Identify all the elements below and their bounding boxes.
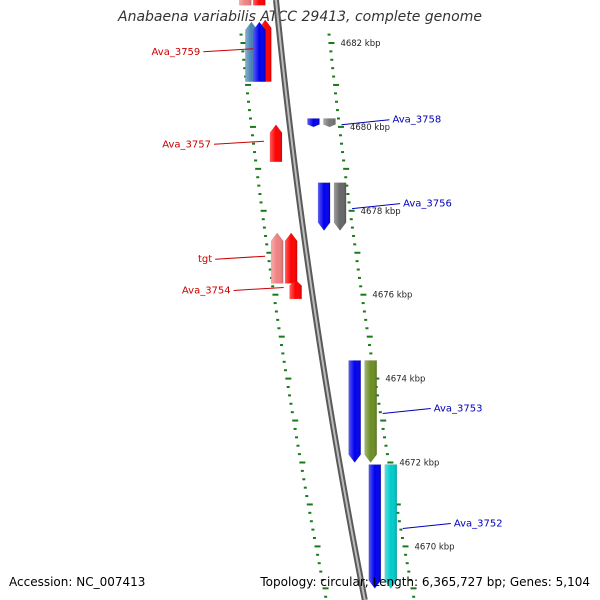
label-leader-line xyxy=(233,286,284,291)
gene-label-tgt[interactable]: tgt xyxy=(198,254,212,265)
gene-label-ava-3753[interactable]: Ava_3753 xyxy=(434,404,483,415)
backbone-highlight xyxy=(275,0,366,600)
gene-feature[interactable] xyxy=(384,464,398,589)
backbone-line xyxy=(273,0,368,600)
gene-ava-3752[interactable] xyxy=(368,464,382,589)
gene-feature[interactable] xyxy=(253,21,266,82)
label-leader-line xyxy=(215,255,266,260)
label-leader-line xyxy=(352,203,401,210)
gene-ava-3757[interactable] xyxy=(269,124,283,163)
gene-feature[interactable] xyxy=(252,0,266,6)
gene-label-ava-3758[interactable]: Ava_3758 xyxy=(392,115,441,126)
gene-feature[interactable] xyxy=(238,0,252,6)
gene-label-ava-3756[interactable]: Ava_3756 xyxy=(403,199,452,210)
gene-label-ava-3759[interactable]: Ava_3759 xyxy=(152,47,201,58)
kbp-label-4678: 4678 kbp xyxy=(361,207,401,217)
backbone xyxy=(273,0,368,600)
gene-ava-3758[interactable] xyxy=(307,118,320,128)
accession-text: Accession: NC_007413 xyxy=(9,575,146,589)
label-leader-line xyxy=(213,140,264,145)
label-leader-line xyxy=(382,408,431,415)
label-leader-line xyxy=(341,119,390,126)
label-leader-line xyxy=(402,522,451,529)
kbp-label-4680: 4680 kbp xyxy=(350,123,390,133)
gene-feature[interactable] xyxy=(284,232,298,284)
gene-ava-3756[interactable] xyxy=(317,182,331,232)
gene-feature[interactable] xyxy=(333,182,347,232)
kbp-label-4682: 4682 kbp xyxy=(340,39,380,49)
kbp-label-4672: 4672 kbp xyxy=(399,459,439,469)
kbp-label-4674: 4674 kbp xyxy=(385,375,425,385)
kbp-label-4670: 4670 kbp xyxy=(415,542,455,552)
gene-feature[interactable] xyxy=(364,360,378,463)
kbp-labels: 4682 kbp 4680 kbp 4678 kbp 4676 kbp 4674 kbp… xyxy=(340,39,454,552)
gene-label-ava-3752[interactable]: Ava_3752 xyxy=(454,518,503,529)
gene-tgt[interactable] xyxy=(270,232,284,284)
label-leader-line xyxy=(203,48,254,53)
genome-summary-text: Topology: circular; Length: 6,365,727 bp… xyxy=(260,575,590,589)
genome-title: Anabaena variabilis ATCC 29413, complete… xyxy=(118,9,482,25)
gene-feature[interactable] xyxy=(323,118,336,128)
gene-label-ava-3757[interactable]: Ava_3757 xyxy=(162,139,211,150)
gene-label-ava-3754[interactable]: Ava_3754 xyxy=(182,285,231,296)
gene-ava-3753[interactable] xyxy=(348,360,362,463)
kbp-label-4676: 4676 kbp xyxy=(372,291,412,301)
